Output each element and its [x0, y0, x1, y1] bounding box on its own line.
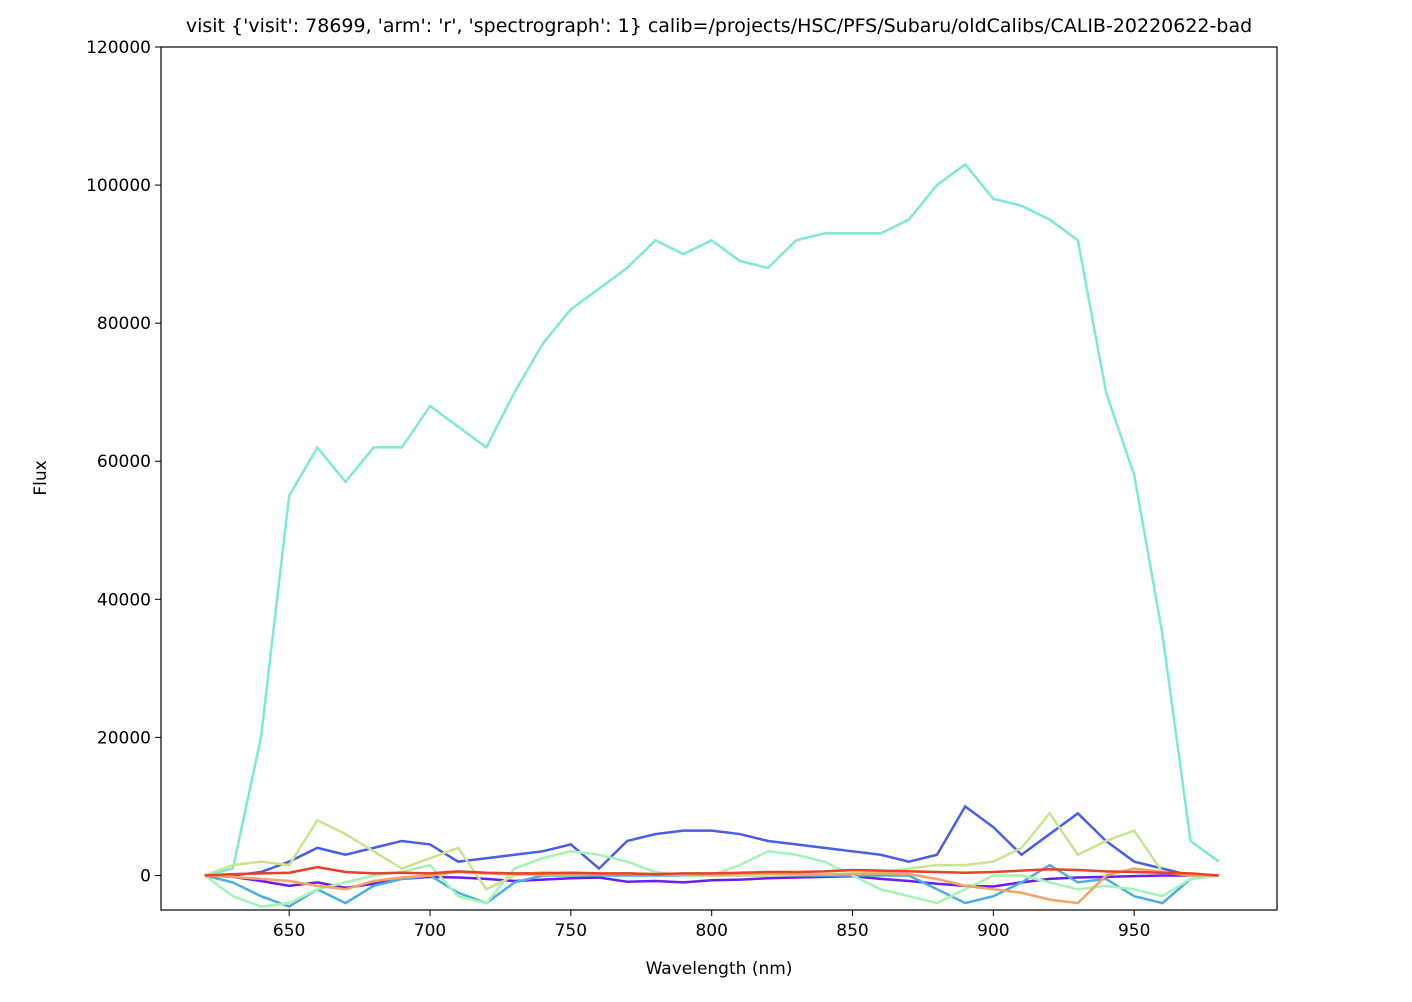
plot-lines — [203, 162, 1220, 908]
x-tick-label: 950 — [1118, 921, 1150, 941]
series-line — [204, 804, 1219, 877]
y-tick-label: 60000 — [97, 452, 151, 472]
y-axis-label: Flux — [31, 460, 51, 495]
y-tick-label: 20000 — [97, 728, 151, 748]
chart-title: visit {'visit': 78699, 'arm': 'r', 'spec… — [186, 15, 1252, 37]
y-tick-label: 100000 — [86, 176, 151, 196]
x-tick-label: 850 — [836, 921, 868, 941]
x-tick-label: 900 — [977, 921, 1009, 941]
series-line — [204, 865, 1219, 877]
series-line — [204, 162, 1220, 877]
x-axis-label: Wavelength (nm) — [646, 959, 793, 979]
y-tick-label: 80000 — [97, 314, 151, 334]
x-tick-label: 650 — [273, 921, 305, 941]
series-line — [204, 874, 1219, 890]
x-tick-label: 750 — [555, 921, 587, 941]
series-line — [204, 867, 1219, 905]
x-tick-label: 800 — [695, 921, 727, 941]
plot-frame — [160, 46, 1278, 911]
x-tick-label: 700 — [414, 921, 446, 941]
y-tick-label: 0 — [140, 866, 151, 886]
y-tick-label: 120000 — [86, 38, 151, 58]
y-tick-label: 40000 — [97, 590, 151, 610]
